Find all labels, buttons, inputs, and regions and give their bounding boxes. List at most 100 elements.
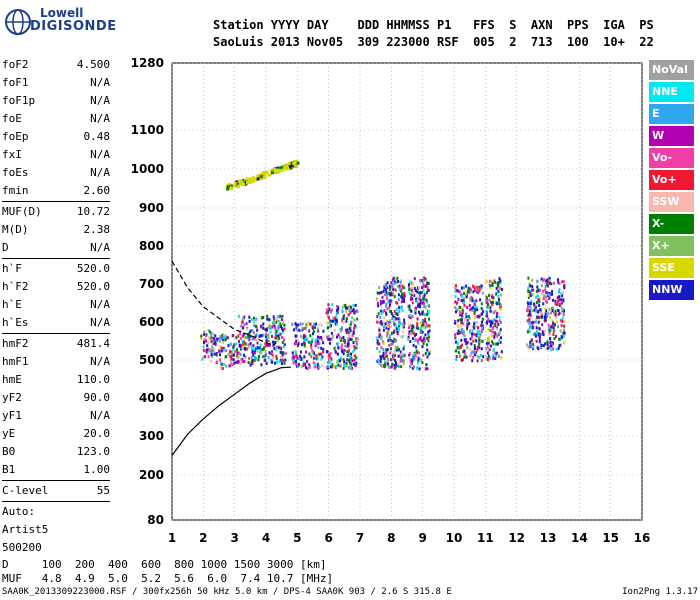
echo-dot xyxy=(260,351,263,354)
echo-dot xyxy=(419,301,422,305)
echo-dot xyxy=(464,339,467,343)
echo-dot xyxy=(208,336,211,340)
echo-dot xyxy=(527,293,530,297)
echo-dot xyxy=(471,332,474,336)
param-value: 10.72 xyxy=(76,205,110,218)
echo-dot xyxy=(259,348,262,352)
echo-dot xyxy=(392,357,395,361)
echo-dot xyxy=(301,326,304,330)
echo-dot xyxy=(297,344,299,348)
echo-dot xyxy=(412,293,415,297)
echo-dot xyxy=(426,343,428,347)
echo-dot xyxy=(424,317,427,321)
legend-item-sse: SSE xyxy=(649,258,694,278)
echo-dot xyxy=(485,280,488,283)
echo-dot xyxy=(552,281,555,285)
trace-dot xyxy=(226,185,230,189)
echo-dot xyxy=(559,337,562,341)
echo-dot xyxy=(268,351,271,355)
echo-dot xyxy=(313,325,316,329)
echo-dot xyxy=(271,350,273,354)
echo-dot xyxy=(386,348,389,352)
echo-dot xyxy=(303,338,306,342)
param-divider xyxy=(2,201,110,202)
echo-dot xyxy=(274,336,277,340)
echo-dot xyxy=(355,337,358,341)
echo-dot xyxy=(244,347,247,351)
echo-dot xyxy=(479,333,482,337)
echo-dot xyxy=(390,339,393,342)
echo-dot xyxy=(536,315,539,319)
echo-dot xyxy=(396,276,399,280)
echo-dot xyxy=(474,351,477,355)
echo-dot xyxy=(456,331,459,335)
echo-dot xyxy=(345,319,348,323)
echo-dot xyxy=(382,348,385,351)
echo-dot xyxy=(385,361,388,365)
echo-dot xyxy=(411,324,414,328)
echo-dot xyxy=(318,342,321,346)
echo-dot xyxy=(419,326,422,330)
echo-dot xyxy=(459,354,461,358)
echo-dot xyxy=(467,286,470,290)
echo-dot xyxy=(475,333,478,337)
echo-dot xyxy=(213,338,216,341)
echo-dot xyxy=(204,338,207,342)
echo-dot xyxy=(337,305,340,309)
echo-dot xyxy=(281,315,284,318)
echo-dot xyxy=(455,355,458,358)
echo-dot xyxy=(528,313,530,317)
echo-dot xyxy=(379,360,382,364)
echo-dot xyxy=(330,319,333,323)
echo-dot xyxy=(465,338,467,342)
param-value: 520.0 xyxy=(76,280,110,293)
param-value: N/A xyxy=(90,298,110,311)
echo-dot xyxy=(489,306,492,310)
echo-dot xyxy=(341,310,344,314)
echo-dot xyxy=(462,286,465,290)
param-row: yF1 N/A xyxy=(2,407,110,425)
echo-dot xyxy=(327,313,330,317)
echo-dot xyxy=(308,329,311,333)
echo-dot xyxy=(347,342,350,346)
echo-dot xyxy=(389,320,392,324)
echo-dot xyxy=(459,355,462,359)
echo-dot xyxy=(471,329,474,333)
echo-dot xyxy=(275,330,278,333)
trace-dot xyxy=(229,184,233,188)
echo-dot xyxy=(334,349,337,353)
echo-dot xyxy=(469,297,472,301)
echo-dot xyxy=(422,322,425,326)
echo-dot xyxy=(243,360,246,363)
echo-dot xyxy=(485,299,488,303)
echo-dot xyxy=(531,326,534,330)
echo-dot xyxy=(308,329,311,333)
echo-dot xyxy=(456,308,459,312)
echo-dot xyxy=(399,359,402,363)
echo-dot xyxy=(281,330,284,334)
echo-dot xyxy=(422,281,424,285)
echo-dot xyxy=(454,300,457,304)
echo-dot xyxy=(266,334,269,338)
echo-dot xyxy=(548,297,551,300)
echo-dot xyxy=(234,350,237,354)
echo-dot xyxy=(339,359,341,363)
echo-dot xyxy=(325,350,328,354)
echo-dot xyxy=(476,359,479,363)
echo-dot xyxy=(499,330,502,334)
param-label: hmE xyxy=(2,373,22,386)
echo-dot xyxy=(281,340,284,344)
echo-dot xyxy=(320,346,323,350)
echo-dot xyxy=(222,340,225,344)
echo-dot xyxy=(532,325,535,329)
echo-dot xyxy=(408,287,411,291)
echo-dot xyxy=(422,284,425,287)
echo-dot xyxy=(327,310,330,314)
echo-dot xyxy=(427,309,430,313)
echo-dot xyxy=(478,314,481,318)
echo-dot xyxy=(230,354,233,358)
echo-dot xyxy=(549,279,551,283)
echo-dot xyxy=(335,308,338,312)
echo-dot xyxy=(457,289,460,293)
echo-dot xyxy=(383,309,386,313)
